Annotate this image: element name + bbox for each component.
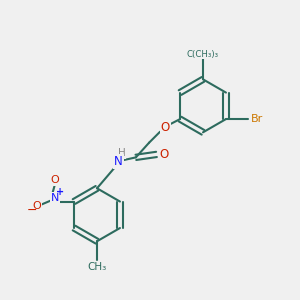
Text: −: − [27,204,37,217]
Text: H: H [118,148,126,158]
Text: Br: Br [251,114,263,124]
Text: +: + [56,187,64,197]
Text: O: O [161,122,170,134]
Text: N: N [114,155,123,168]
Text: O: O [159,148,169,161]
Text: C(CH₃)₃: C(CH₃)₃ [187,50,219,59]
Text: CH₃: CH₃ [87,262,106,272]
Text: O: O [50,175,59,185]
Text: O: O [32,201,41,211]
Text: N: N [51,193,59,203]
